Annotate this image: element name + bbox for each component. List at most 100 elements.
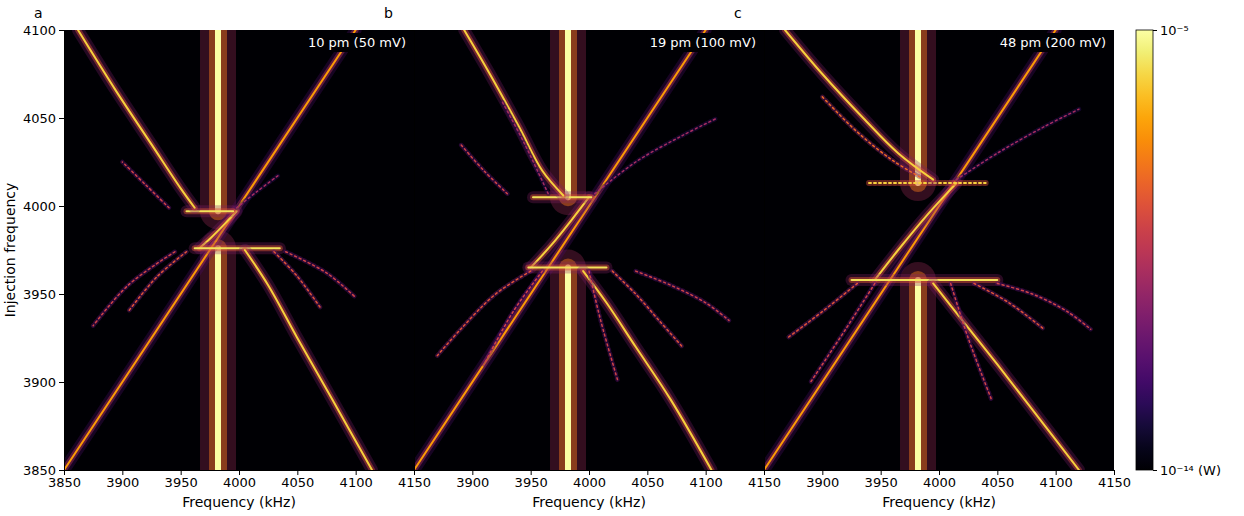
glow-outer: [245, 250, 372, 470]
glow: [437, 271, 530, 355]
trace: [93, 252, 175, 326]
trace: [612, 271, 682, 347]
tick: 10⁻⁵: [1153, 23, 1189, 38]
tick: 4050: [631, 470, 664, 490]
glow: [875, 183, 957, 280]
tick-label: 4100: [340, 475, 373, 490]
tick-label: 3900: [456, 475, 489, 490]
plot-background: [64, 30, 414, 470]
glow: [528, 265, 606, 271]
tick: 4100: [23, 23, 64, 38]
trace: [595, 118, 718, 194]
tick-mark: [59, 382, 64, 383]
panel-title-group: 19 pm (100 mV): [647, 33, 759, 52]
trace: [915, 280, 921, 470]
panel-title: 19 pm (100 mV): [650, 35, 756, 50]
trace: [528, 267, 606, 269]
tick: 3850: [23, 463, 64, 478]
glow-outer: [764, 30, 1056, 470]
tick-label: 4100: [1040, 475, 1073, 490]
title-patch: [647, 33, 759, 52]
tick: 3950: [865, 470, 898, 490]
glow-outer: [550, 268, 586, 470]
tick: 3900: [106, 470, 139, 490]
trace: [957, 109, 1080, 179]
axis-line: [59, 31, 65, 471]
panel-title: 10 pm (50 mV): [308, 35, 406, 50]
glow: [286, 252, 356, 298]
glow: [122, 162, 169, 208]
trace: [461, 144, 508, 193]
glow: [957, 109, 1080, 179]
colorbar-group: 10⁻⁵ 10⁻¹⁴ (W): [1136, 23, 1221, 478]
panel-letter: a: [34, 5, 43, 21]
panel-title-group: 10 pm (50 mV): [305, 33, 409, 52]
marks: [414, 30, 729, 470]
tick-label: 4050: [281, 475, 314, 490]
trace: [64, 30, 356, 470]
glow-outer: [583, 271, 711, 470]
tick: 4000: [923, 470, 956, 490]
tick: 4050: [981, 470, 1014, 490]
glow-outer: [875, 183, 957, 280]
tick: 4000: [573, 470, 606, 490]
axis-line: [409, 31, 415, 471]
tick-label: 4150: [1098, 475, 1131, 490]
glow: [997, 283, 1090, 329]
trace: [414, 30, 706, 470]
axis: 3850390039504000405041004150: [48, 470, 431, 490]
trace: [237, 174, 280, 207]
trace: [484, 271, 542, 364]
panel-title: 48 pm (200 mV): [1000, 35, 1106, 50]
glow: [531, 197, 589, 267]
trace: [565, 268, 571, 470]
glow: [414, 30, 706, 470]
glow: [64, 30, 356, 470]
glow: [636, 271, 729, 320]
tick-label: 4050: [631, 475, 664, 490]
glow: [195, 245, 280, 251]
trace: [852, 279, 998, 281]
axis: 3900 3950 4000 4050 4100 4150: [415, 470, 782, 490]
glow: [909, 280, 927, 470]
trace: [951, 283, 992, 399]
glow: [237, 174, 280, 207]
tick-label: 10⁻⁵: [1160, 23, 1189, 38]
glow: [209, 30, 227, 211]
tick: 4050: [281, 470, 314, 490]
tick: 3950: [23, 287, 64, 302]
glow-outer: [200, 248, 236, 470]
tick: 4050: [23, 111, 64, 126]
tick-label: 4150: [748, 475, 781, 490]
tick-label: 3900: [106, 475, 139, 490]
tick: 4100: [690, 470, 723, 490]
glow: [811, 283, 875, 382]
glow: [974, 283, 1044, 329]
tick-label: 3850: [23, 463, 56, 478]
title-patch: [305, 33, 409, 52]
trace: [274, 252, 321, 308]
tick: 4100: [340, 470, 373, 490]
glow: [583, 271, 711, 470]
glow: [589, 271, 618, 382]
glow: [785, 30, 933, 180]
glow: [764, 30, 1056, 470]
tick-label: 3950: [515, 475, 548, 490]
tick-label: 4000: [573, 475, 606, 490]
trace: [565, 30, 571, 197]
plot-background: [764, 30, 1114, 470]
glow: [612, 271, 682, 347]
panel-title-group: 48 pm (200 mV): [997, 33, 1109, 52]
tick-label: 10⁻¹⁴ (W): [1160, 463, 1221, 478]
trace: [811, 283, 875, 382]
glow: [93, 252, 175, 326]
trace: [122, 162, 169, 208]
glow-outer: [550, 30, 586, 197]
glow: [245, 250, 372, 470]
glow: [461, 144, 508, 193]
axis-line: [759, 31, 765, 471]
panel: 39003950400040504100415019 pm (100 mV)bF…: [384, 5, 781, 510]
tick-label: 4050: [981, 475, 1014, 490]
glow-outer: [531, 197, 589, 267]
tick-mark: [59, 30, 64, 31]
